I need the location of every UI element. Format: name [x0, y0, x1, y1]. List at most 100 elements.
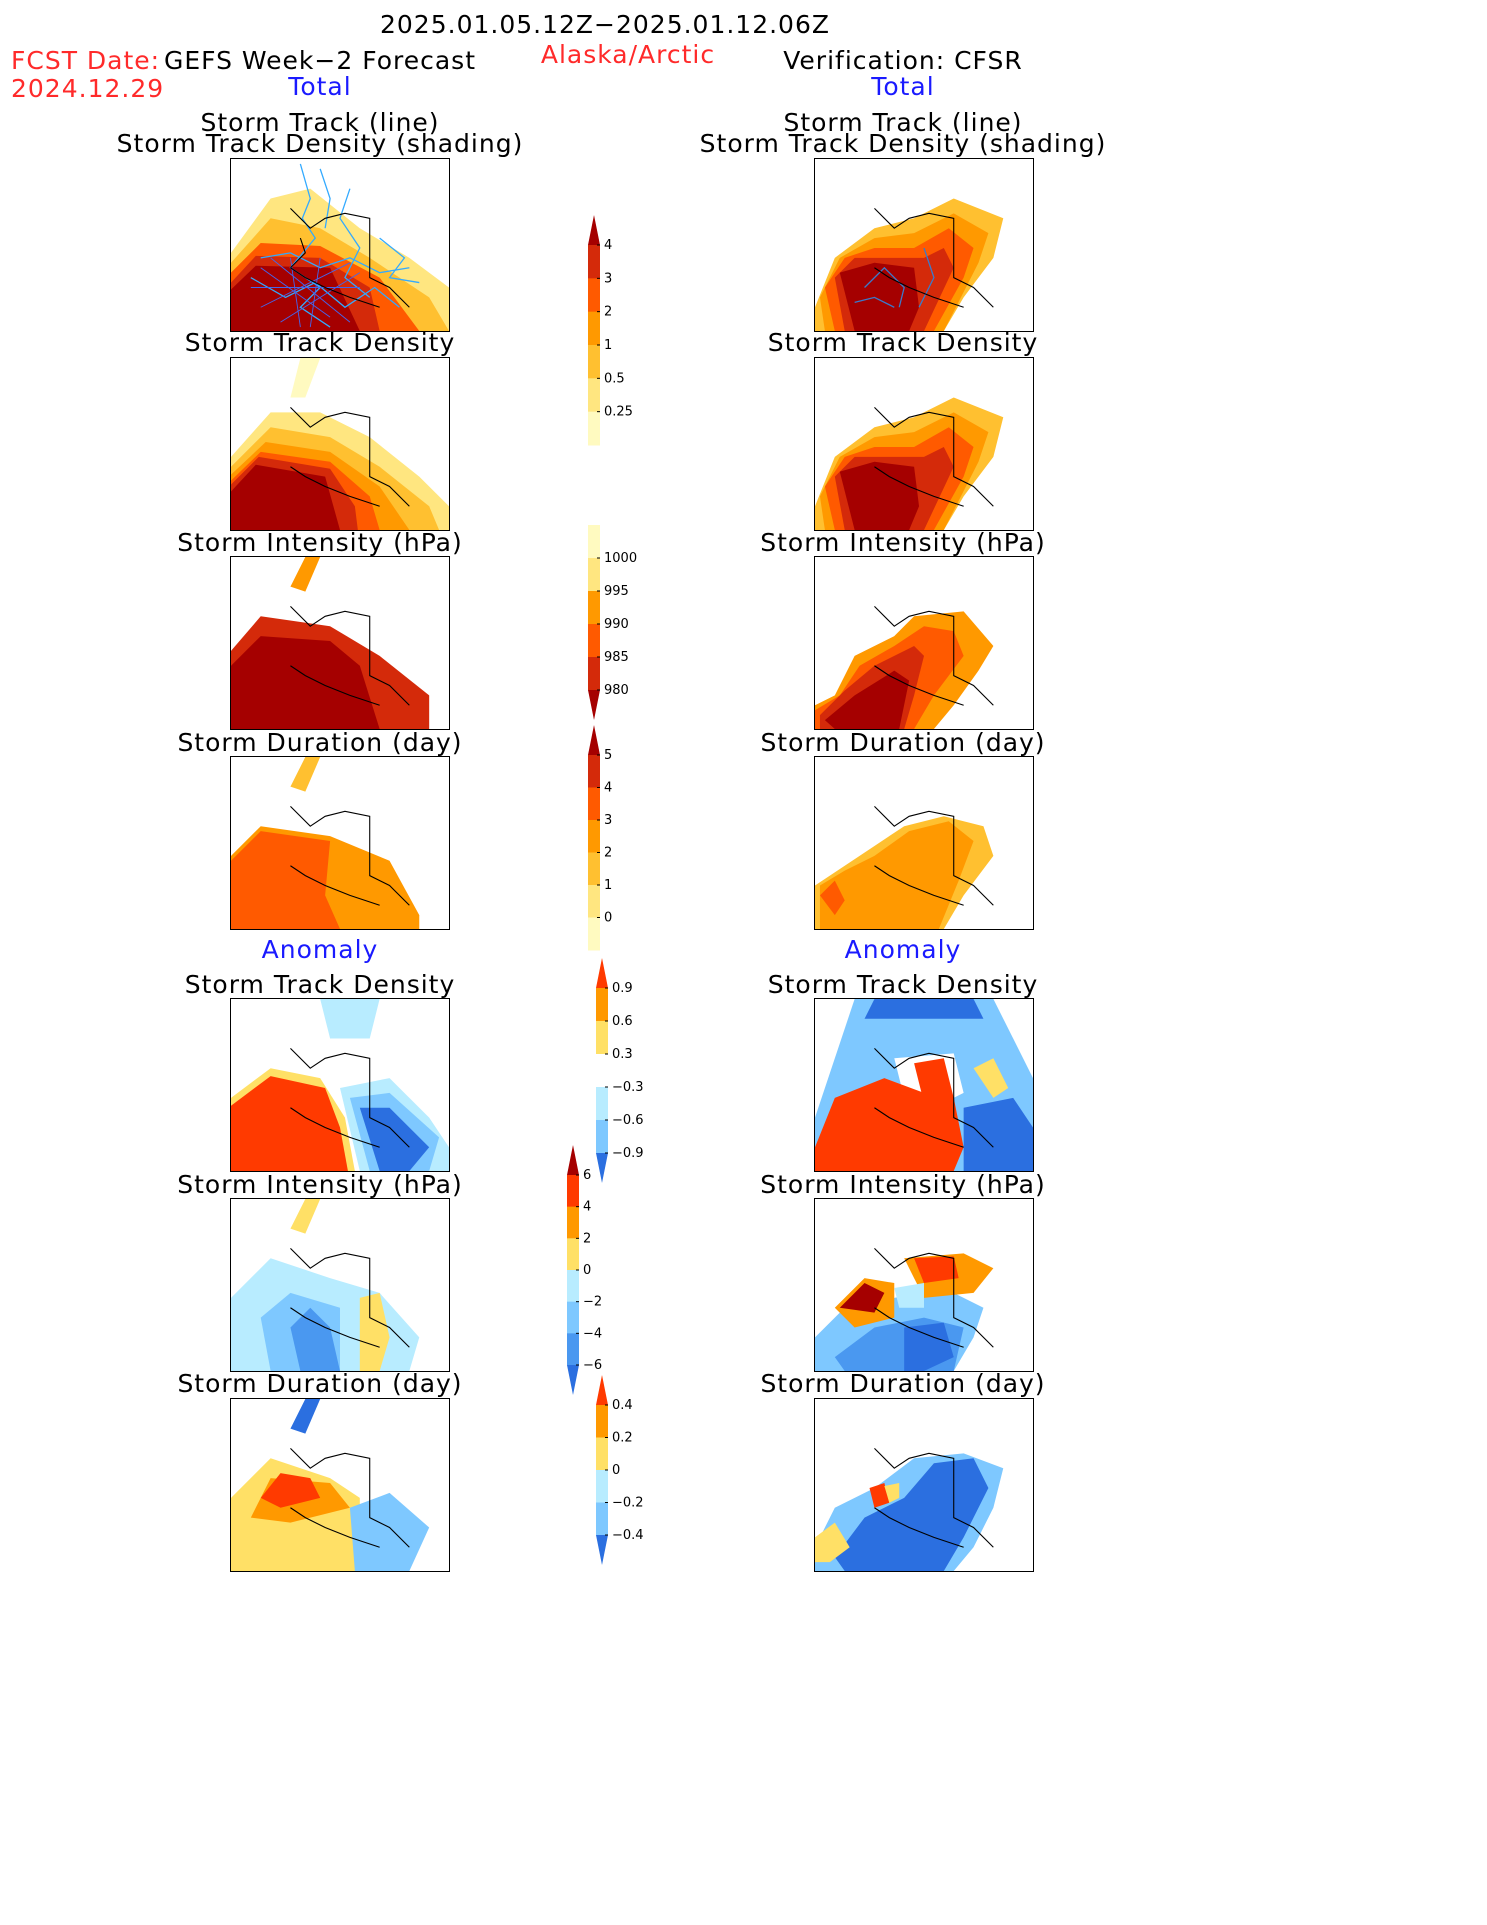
panel-subtitle-track-density-left: Storm Track Density (shading) — [116, 129, 524, 158]
colorbar-tick-label: 3 — [604, 271, 612, 286]
colorbar-bin — [588, 411, 600, 446]
colorbar-bin — [588, 755, 600, 788]
colorbar-tick-label: −0.4 — [612, 1528, 644, 1543]
colorbar-bin — [588, 345, 600, 379]
panel-title-duration-left: Storm Duration (day) — [177, 728, 463, 757]
colorbar-tick-label: 0.25 — [604, 405, 633, 420]
colorbar-bin — [567, 1206, 579, 1239]
colorbar-bin — [588, 378, 600, 413]
colorbar-tick-label: −6 — [583, 1358, 602, 1373]
colorbar-bottom-arrow — [596, 1535, 608, 1565]
map-cfsr-intensity — [814, 556, 1034, 730]
colorbar-duration-total: 5 4 3 2 1 0 — [588, 725, 648, 951]
colorbar-bin — [596, 1437, 608, 1471]
left-column-title: GEFS Week−2 Forecast — [163, 46, 477, 75]
colorbar-bin — [596, 1054, 608, 1088]
panel-title-track-line-left: Storm Track (line) — [200, 108, 440, 137]
colorbar-tick-label: 1 — [604, 878, 612, 893]
colorbar-top-arrow — [588, 725, 600, 755]
colorbar-bin — [588, 591, 600, 625]
panel-title-anom-duration-left: Storm Duration (day) — [177, 1369, 463, 1398]
map-cfsr-anom-density — [814, 998, 1034, 1172]
panel-title-intensity-left: Storm Intensity (hPa) — [177, 528, 463, 557]
colorbar-duration-anomaly: 0.4 0.2 0 −0.2 −0.4 — [596, 1375, 656, 1565]
colorbar-tick-label: 0.3 — [612, 1047, 633, 1062]
map-gefs-track-line — [230, 158, 450, 332]
colorbar-bin — [596, 1087, 608, 1121]
map-gefs-track-density — [230, 357, 450, 531]
colorbar-bin — [588, 657, 600, 691]
colorbar-bin — [588, 558, 600, 592]
panel-title-anom-intensity-right: Storm Intensity (hPa) — [760, 1170, 1046, 1199]
colorbar-top-arrow — [588, 215, 600, 245]
colorbar-tick-label: 0.4 — [612, 1398, 633, 1413]
colorbar-bin — [596, 1120, 608, 1154]
colorbar-intensity-anomaly: 6 4 2 0 −2 −4 −6 — [567, 1145, 627, 1395]
colorbar-tick-label: 0.5 — [604, 371, 625, 386]
colorbar-tick-label: 0.2 — [612, 1431, 633, 1446]
colorbar-bin — [596, 1502, 608, 1536]
colorbar-tick-label: 995 — [604, 584, 629, 599]
colorbar-bin — [596, 1470, 608, 1503]
map-gefs-anom-duration — [230, 1398, 450, 1572]
colorbar-tick-label: 4 — [604, 238, 612, 253]
panel-title-anom-density-right: Storm Track Density — [767, 970, 1039, 999]
colorbar-bin — [588, 311, 600, 346]
colorbar-bin — [588, 245, 600, 279]
colorbar-tick-label: 2 — [604, 846, 612, 861]
colorbar-bin — [567, 1238, 579, 1271]
colorbar-tick-label: 4 — [583, 1200, 591, 1215]
panel-title-density-left: Storm Track Density — [184, 328, 456, 357]
map-cfsr-track-density — [814, 357, 1034, 531]
colorbar-tick-label: 3 — [604, 813, 612, 828]
panel-title-anom-density-left: Storm Track Density — [184, 970, 456, 999]
colorbar-bin — [567, 1175, 579, 1208]
colorbar-tick-label: −0.9 — [612, 1146, 644, 1161]
colorbar-bin — [567, 1333, 579, 1366]
map-cfsr-anom-duration — [814, 1398, 1034, 1572]
colorbar-tick-label: −4 — [583, 1326, 602, 1341]
right-anomaly-label: Anomaly — [844, 935, 962, 964]
panel-title-track-line-right: Storm Track (line) — [783, 108, 1023, 137]
panel-subtitle-track-density-right: Storm Track Density (shading) — [699, 129, 1107, 158]
colorbar-bin — [588, 278, 600, 313]
colorbar-bin — [596, 1021, 608, 1055]
colorbar-top-arrow — [596, 958, 608, 988]
colorbar-bin — [588, 820, 600, 853]
colorbar-tick-label: −2 — [583, 1295, 602, 1310]
colorbar-top-arrow — [596, 1375, 608, 1405]
map-gefs-anom-density — [230, 998, 450, 1172]
colorbar-tick-label: 0 — [583, 1263, 591, 1278]
colorbar-bin — [596, 1405, 608, 1438]
map-gefs-duration — [230, 756, 450, 930]
colorbar-tick-label: 6 — [583, 1168, 591, 1183]
fcst-date-value: 2024.12.29 — [11, 74, 165, 103]
colorbar-bin — [596, 988, 608, 1022]
panel-title-anom-intensity-left: Storm Intensity (hPa) — [177, 1170, 463, 1199]
colorbar-tick-label: 5 — [604, 748, 612, 763]
colorbar-density-anomaly: 0.9 0.6 0.3 −0.3 −0.6 −0.9 — [596, 958, 656, 1183]
colorbar-tick-label: 0.9 — [612, 981, 633, 996]
colorbar-density-total: 4 3 2 1 0.5 0.25 — [588, 215, 648, 446]
colorbar-tick-label: 2 — [583, 1231, 591, 1246]
colorbar-intensity-total: 1000 995 990 985 980 — [588, 525, 648, 720]
colorbar-tick-label: −0.3 — [612, 1080, 644, 1095]
colorbar-tick-label: 1000 — [604, 551, 637, 566]
colorbar-bin — [588, 624, 600, 658]
colorbar-bin — [588, 525, 600, 559]
colorbar-bottom-arrow — [567, 1365, 579, 1395]
panel-title-anom-duration-right: Storm Duration (day) — [760, 1369, 1046, 1398]
left-total-label: Total — [288, 72, 352, 101]
colorbar-tick-label: −0.6 — [612, 1113, 644, 1128]
right-column-title: Verification: CFSR — [783, 46, 1023, 75]
colorbar-tick-label: −0.2 — [612, 1496, 644, 1511]
colorbar-tick-label: 0 — [612, 1463, 620, 1478]
colorbar-tick-label: 0 — [604, 911, 612, 926]
map-cfsr-track-line — [814, 158, 1034, 332]
date-range-title: 2025.01.05.12Z−2025.01.12.06Z — [380, 10, 830, 39]
panel-title-density-right: Storm Track Density — [767, 328, 1039, 357]
colorbar-tick-label: 1 — [604, 338, 612, 353]
colorbar-tick-label: 980 — [604, 683, 629, 698]
right-total-label: Total — [871, 72, 935, 101]
colorbar-bin — [588, 885, 600, 918]
